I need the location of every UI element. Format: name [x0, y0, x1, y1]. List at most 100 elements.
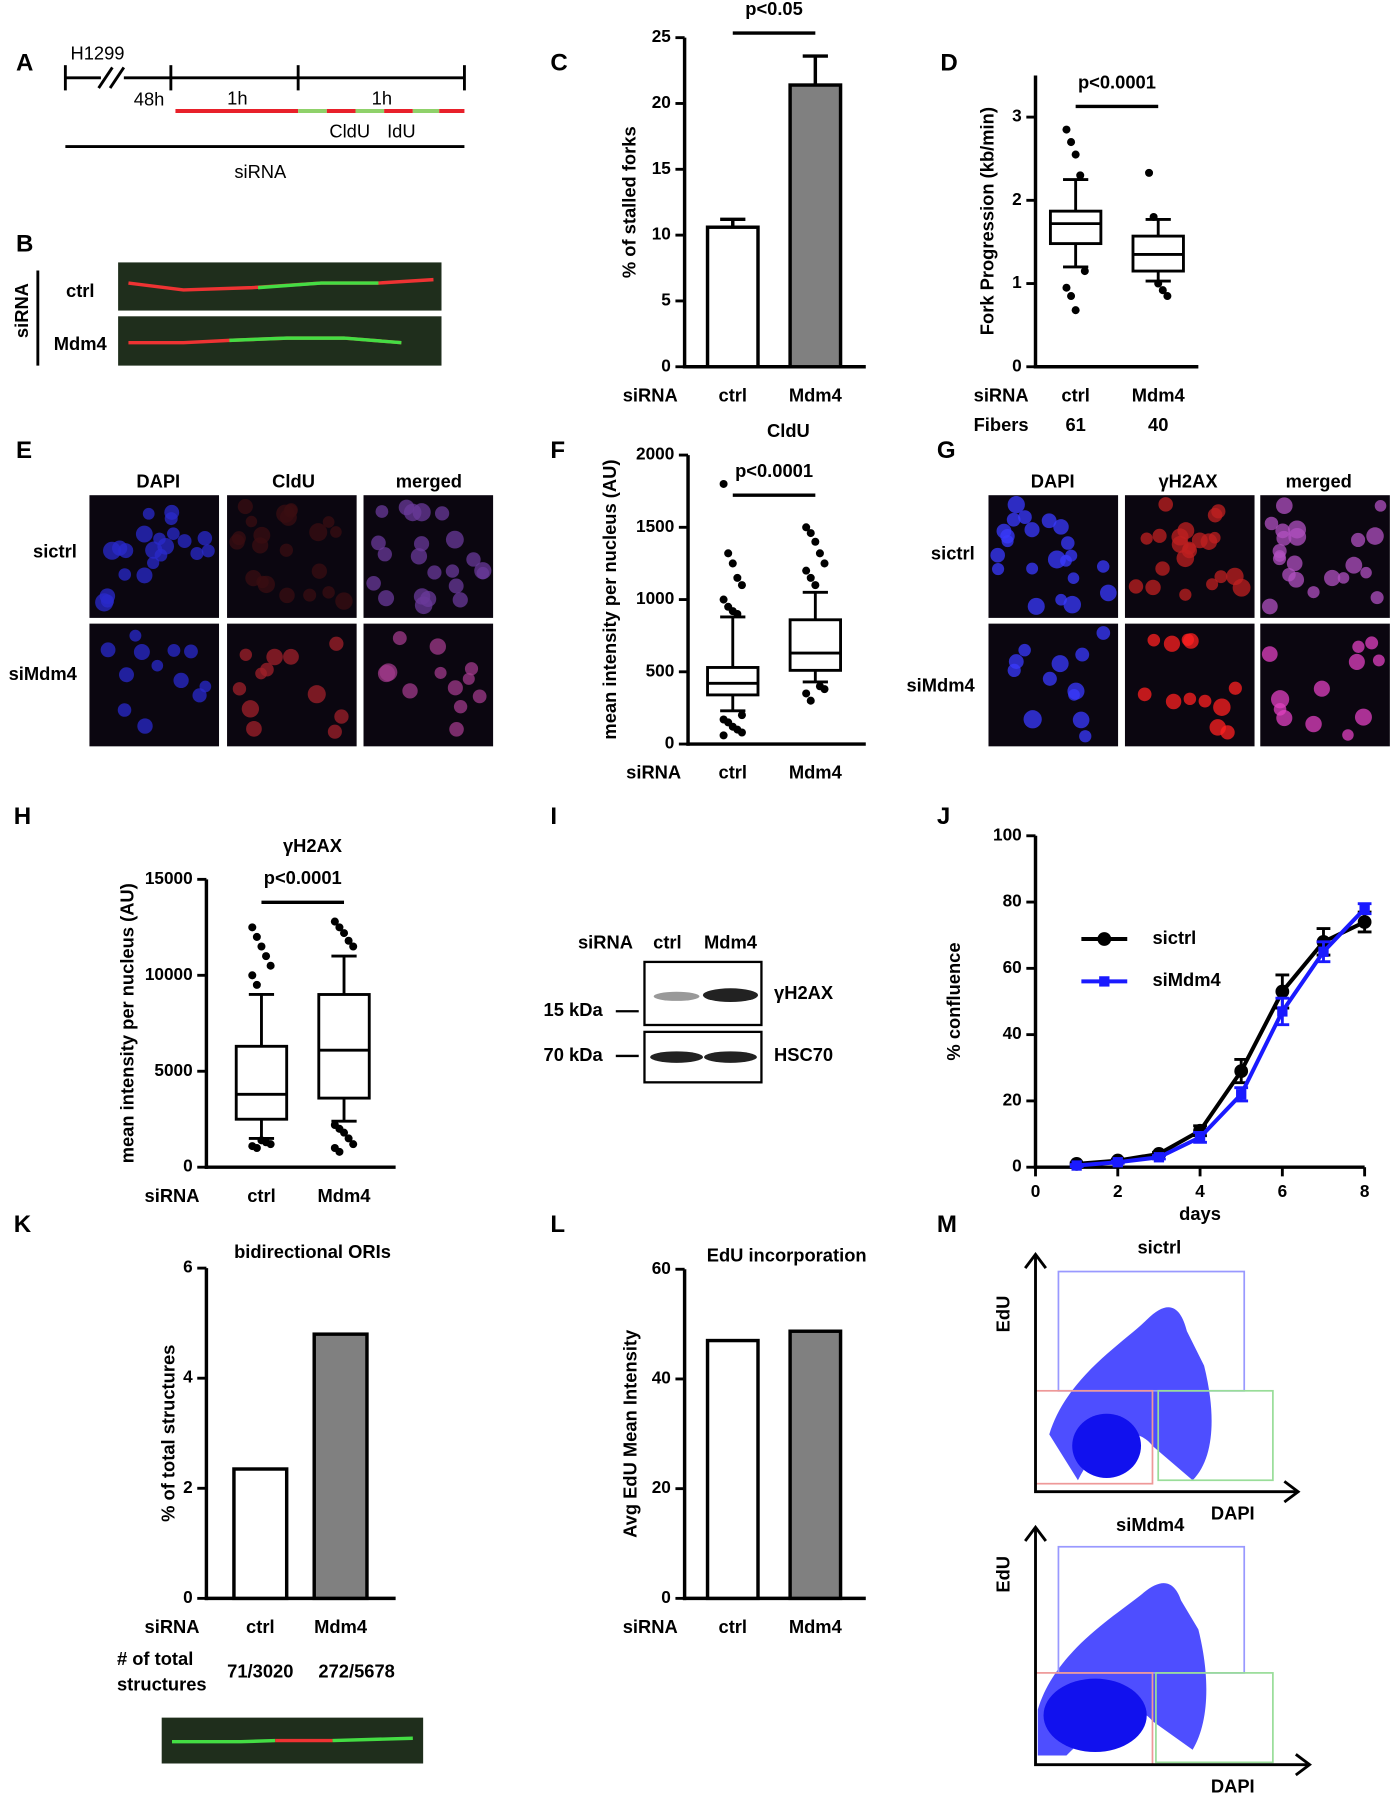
- outlier: [719, 731, 728, 740]
- nucleus: [445, 564, 460, 578]
- y-axis-label: % of stalled forks: [619, 126, 640, 278]
- y-tick-label: 100: [993, 824, 1022, 844]
- x-tick-label: Mdm4: [314, 1616, 368, 1637]
- nucleus: [192, 688, 207, 703]
- timeline: [63, 65, 466, 149]
- nucleus: [1181, 633, 1195, 646]
- nucleus: [434, 666, 447, 679]
- nucleus: [1006, 512, 1021, 527]
- nucleus: [1271, 690, 1290, 709]
- outlier: [806, 696, 815, 705]
- nucleus: [329, 636, 344, 651]
- nucleus: [133, 644, 150, 660]
- panel-letter: G: [937, 437, 956, 464]
- outlier: [1154, 279, 1163, 288]
- outlier: [248, 923, 257, 932]
- y-tick-label: 6: [183, 1257, 193, 1277]
- marker: [1071, 1160, 1082, 1171]
- blot: [615, 960, 763, 1084]
- y-axis-label: % confluence: [943, 942, 964, 1060]
- chart-title: bidirectional ORIs: [234, 1241, 391, 1262]
- nucleus: [1096, 626, 1111, 640]
- nucleus: [1177, 522, 1195, 540]
- x-tick-label: 2: [1113, 1181, 1123, 1201]
- nucleus: [1345, 556, 1363, 574]
- marker: [1112, 1157, 1123, 1168]
- nucleus: [462, 672, 475, 685]
- y-tick-label: 60: [1003, 957, 1022, 977]
- nucleus: [334, 709, 349, 724]
- panel-letter: I: [550, 803, 557, 830]
- panel-letter: D: [940, 49, 957, 76]
- outlier: [728, 559, 737, 568]
- n-label: Fibers: [974, 414, 1029, 435]
- nucleus: [392, 631, 407, 646]
- outlier: [335, 1147, 344, 1156]
- nucleus: [100, 594, 115, 608]
- nucleus: [283, 504, 298, 519]
- nucleus: [1042, 671, 1057, 686]
- nucleus: [1226, 567, 1244, 586]
- column-label: CldU: [272, 470, 315, 491]
- nucleus: [472, 689, 487, 704]
- outlier: [733, 573, 742, 582]
- nucleus: [1008, 654, 1024, 669]
- timeline-label: 48h: [134, 89, 165, 110]
- nucleus: [378, 590, 395, 607]
- y-tick-label: 0: [183, 1587, 193, 1607]
- bar: [705, 225, 760, 369]
- timeline-label: 1h: [227, 87, 247, 108]
- nucleus: [1027, 597, 1045, 615]
- microscopy-grid: [89, 495, 494, 747]
- nucleus: [1145, 579, 1161, 596]
- marker: [1234, 1064, 1249, 1078]
- x-axis-label: siRNA: [145, 1616, 200, 1637]
- outlier: [252, 980, 261, 989]
- lane-label: Mdm4: [704, 931, 758, 952]
- nucleus: [1137, 687, 1152, 702]
- nucleus: [1024, 522, 1040, 538]
- nucleus: [1324, 569, 1341, 587]
- x-axis-label: siRNA: [623, 384, 678, 405]
- y-axis-label: mean intensity per nucleus (AU): [116, 883, 137, 1163]
- fiber-row-label: ctrl: [66, 280, 95, 301]
- bar: [312, 1332, 369, 1601]
- nucleus: [452, 592, 468, 608]
- column-label: merged: [396, 470, 462, 491]
- nucleus: [1348, 653, 1365, 670]
- n-value: 272/5678: [318, 1661, 394, 1682]
- y-tick-label: 0: [665, 733, 675, 753]
- nucleus: [303, 588, 317, 602]
- nucleus: [1007, 496, 1025, 514]
- panel-letter: A: [16, 49, 33, 76]
- nucleus: [476, 566, 490, 580]
- y-tick-label: 40: [652, 1368, 671, 1388]
- fiber-image: [118, 262, 442, 366]
- y-tick-label: 15000: [145, 868, 193, 888]
- x-tick-label: ctrl: [719, 1616, 748, 1637]
- nucleus: [1053, 519, 1069, 535]
- y-tick-label: 5: [661, 289, 671, 309]
- nucleus: [464, 662, 479, 676]
- error-bar: [802, 54, 828, 86]
- nucleus: [375, 505, 389, 518]
- x-tick-label: Mdm4: [318, 1185, 372, 1206]
- x-axis-label: siRNA: [626, 762, 681, 783]
- panel-letter: L: [550, 1211, 565, 1238]
- outlier: [340, 929, 349, 938]
- outlier: [1071, 306, 1080, 315]
- nucleus: [1282, 567, 1296, 582]
- flow-axis-label: DAPI: [1211, 1502, 1255, 1523]
- nucleus: [283, 648, 299, 665]
- nucleus: [1305, 715, 1322, 733]
- y-tick-label: 80: [1003, 891, 1022, 911]
- nucleus: [1313, 680, 1330, 697]
- outlier: [1080, 267, 1089, 276]
- nucleus: [1366, 527, 1384, 545]
- flow-axis-label: EdU: [992, 1296, 1013, 1333]
- nucleus: [309, 523, 328, 542]
- nucleus: [119, 667, 134, 683]
- microscopy-image: [988, 623, 1119, 747]
